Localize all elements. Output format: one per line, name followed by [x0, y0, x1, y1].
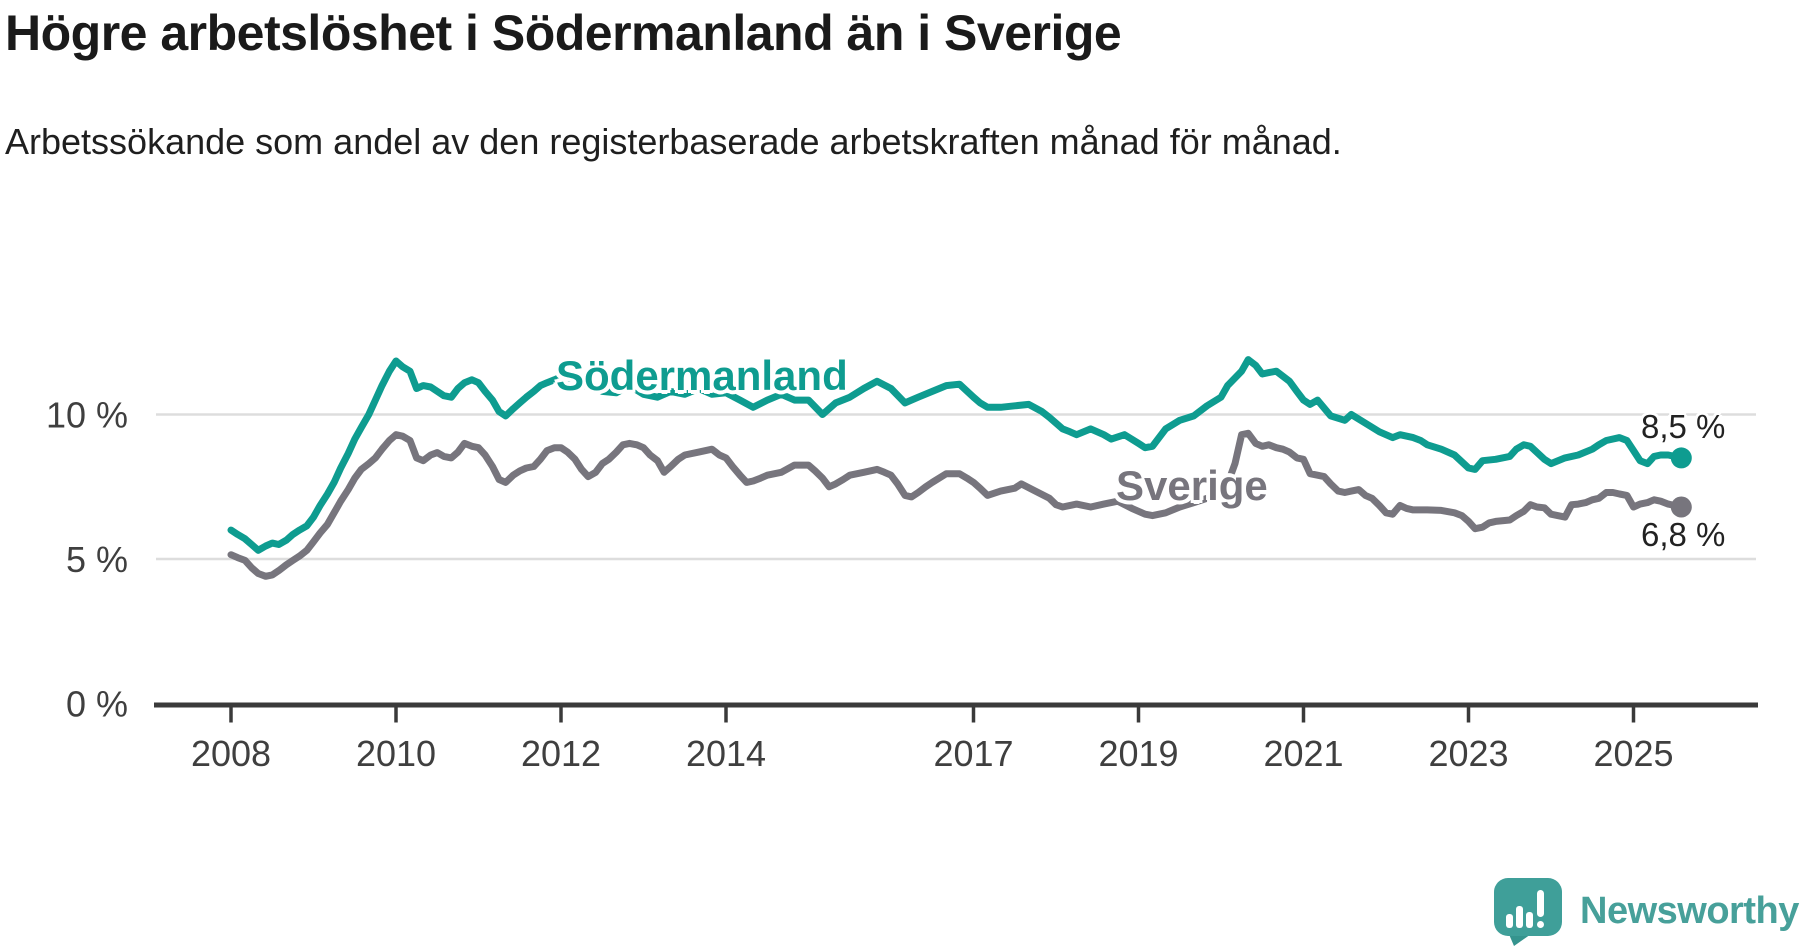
- value-label-sodermanland: 8,5 %: [1641, 408, 1726, 445]
- y-tick-label: 0 %: [66, 684, 128, 725]
- x-tick-label: 2010: [356, 733, 436, 774]
- page-subtitle: Arbetssökande som andel av den registerb…: [5, 121, 1342, 162]
- page-title: Högre arbetslöshet i Södermanland än i S…: [5, 5, 1122, 61]
- newsworthy-brand-text: Newsworthy: [1580, 889, 1799, 932]
- newsworthy-brand: Newsworthy: [1490, 876, 1799, 946]
- series-label-sodermanland: Södermanland: [556, 352, 848, 399]
- x-tick-label: 2019: [1098, 733, 1178, 774]
- x-tick-label: 2012: [521, 733, 601, 774]
- series-line-södermanland: [227, 356, 1685, 554]
- x-tick-label: 2014: [686, 733, 766, 774]
- x-tick-label: 2008: [191, 733, 271, 774]
- series-label-sverige: Sverige: [1116, 462, 1268, 509]
- series-end-dot-sverige: [1670, 496, 1692, 518]
- series-line-sverige: [227, 429, 1685, 580]
- value-label-sverige: 6,8 %: [1641, 516, 1726, 553]
- y-tick-label: 10 %: [46, 395, 128, 436]
- x-tick-label: 2021: [1263, 733, 1343, 774]
- y-tick-label: 5 %: [66, 539, 128, 580]
- x-tick-label: 2023: [1428, 733, 1508, 774]
- x-tick-label: 2025: [1593, 733, 1673, 774]
- newsworthy-logo-icon: [1494, 878, 1562, 946]
- series-end-dot-södermanland: [1670, 447, 1692, 469]
- x-tick-label: 2017: [933, 733, 1013, 774]
